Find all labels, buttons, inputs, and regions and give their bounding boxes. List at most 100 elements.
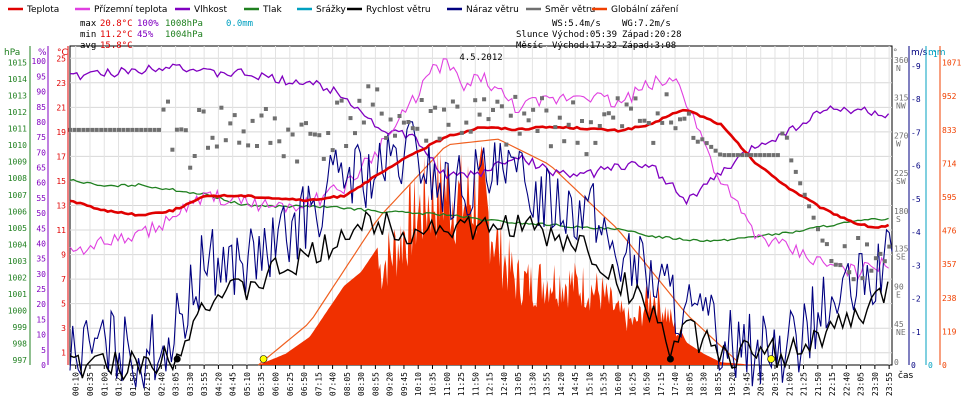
x-tick-label: 06:00 [272, 372, 281, 396]
wind-direction-point [339, 98, 344, 103]
wind-direction-point [629, 106, 633, 111]
wind-direction-point [580, 119, 584, 123]
radiation-tick-label: 595 [942, 193, 957, 202]
humidity-tick-label: 40 [36, 239, 46, 248]
wind-direction-point [419, 98, 424, 102]
stats-avg-temp: 15.8°C [100, 41, 133, 51]
wind-direction-point [85, 127, 90, 132]
wind-direction-point [713, 148, 718, 153]
wind-tick-label: -4 [911, 228, 921, 237]
temperature-tick-label: 21 [56, 103, 66, 112]
wind-direction-point [330, 148, 335, 153]
wind-direction-point [865, 242, 869, 247]
temperature-tick-label: 17 [56, 152, 66, 161]
wind-direction-point [237, 140, 242, 145]
wind-tick-label: 0 [911, 361, 916, 370]
wind-direction-point [361, 120, 366, 125]
x-tick-label: 22:15 [828, 372, 837, 396]
direction-axis-unit: ° [893, 48, 898, 58]
wind-direction-point [317, 133, 322, 138]
wind-direction-point [206, 145, 210, 150]
pressure-tick-label: 1006 [8, 207, 27, 216]
x-tick-label: 14:20 [557, 372, 566, 396]
wind-direction-point [624, 102, 629, 107]
stats-min-temp: 11.2°C [100, 30, 133, 40]
wind-direction-point [161, 107, 166, 112]
wind-direction-point [450, 99, 455, 104]
radiation-tick-label: 1071 [942, 59, 961, 68]
wind-direction-point [562, 139, 567, 144]
x-tick-label: 16:50 [643, 372, 652, 396]
wind-direction-point [228, 121, 233, 126]
pressure-tick-label: 1008 [8, 174, 27, 183]
x-tick-label: 05:35 [257, 372, 266, 396]
wind-direction-point [833, 262, 838, 267]
wind-direction-point [660, 120, 665, 125]
humidity-tick-label: 25 [36, 285, 46, 294]
wind-direction-point [873, 256, 878, 261]
wind-direction-point [593, 140, 598, 145]
wind-direction-point [139, 127, 144, 132]
stats-min-humidity: 45% [137, 30, 154, 40]
wind-direction-point [678, 117, 682, 122]
direction-name-label: E [896, 290, 901, 299]
x-tick-label: 13:05 [514, 372, 523, 396]
wind-tick-label: -1 [911, 328, 921, 337]
wind-direction-point [682, 116, 687, 121]
stats-min-pressure: 1004hPa [165, 30, 203, 40]
x-tick-label: 04:45 [229, 372, 238, 396]
wind-direction-point [584, 152, 589, 157]
wind-direction-point [90, 127, 95, 132]
x-tick-label: 16:25 [628, 372, 637, 396]
wind-direction-point [548, 144, 553, 149]
info-sun-set: Západ:20:28 [622, 30, 682, 40]
wind-direction-point [384, 135, 389, 140]
direction-name-label: NW [896, 102, 906, 111]
wind-direction-point [277, 139, 282, 144]
x-tick-label: 10:35 [428, 372, 437, 396]
wind-direction-point [575, 140, 580, 145]
wind-tick-label: -3 [911, 261, 921, 270]
moon-set-marker [173, 355, 181, 363]
wind-direction-point [259, 113, 264, 118]
wind-direction-point [709, 144, 714, 149]
x-tick-label: 00:35 [86, 372, 95, 396]
info-moon-set: Západ:3:08 [622, 41, 676, 51]
x-tick-label: 22:40 [842, 372, 851, 396]
wind-direction-point [691, 135, 696, 140]
wind-direction-point [250, 118, 255, 123]
humidity-tick-label: 0 [41, 361, 46, 370]
wind-direction-point [388, 117, 393, 122]
wind-direction-point [406, 120, 411, 124]
wind-direction-point [615, 96, 620, 101]
direction-name-label: SW [896, 177, 906, 186]
direction-tick-label: 90 [894, 282, 904, 291]
wind-tick-label: -6 [911, 162, 921, 171]
direction-name-label: S [896, 215, 901, 224]
wind-speed-line [69, 210, 889, 381]
wind-direction-point [117, 127, 121, 132]
wind-direction-point [272, 116, 277, 121]
wind-direction-point [353, 131, 357, 136]
x-tick-label: 11:25 [457, 372, 466, 396]
humidity-tick-label: 15 [36, 315, 46, 324]
wind-direction-point [192, 154, 197, 158]
wind-direction-point [829, 259, 834, 263]
wind-direction-point [887, 244, 892, 249]
wind-direction-point [744, 153, 749, 158]
legend-label: Náraz větru [466, 5, 519, 15]
legend-label: Rychlost větru [366, 5, 431, 15]
wind-direction-point [637, 118, 642, 123]
wind-direction-point [491, 108, 495, 112]
wind-direction-point [201, 109, 206, 114]
wind-direction-point [499, 104, 504, 109]
wind-direction-point [775, 153, 780, 158]
wind-direction-point [762, 153, 767, 158]
wind-direction-point [143, 127, 148, 132]
wind-direction-point [807, 204, 812, 209]
wind-direction-point [125, 127, 130, 132]
x-tick-label: 19:20 [728, 372, 737, 396]
x-tick-label: 23:30 [871, 372, 880, 396]
humidity-tick-label: 90 [36, 88, 46, 97]
